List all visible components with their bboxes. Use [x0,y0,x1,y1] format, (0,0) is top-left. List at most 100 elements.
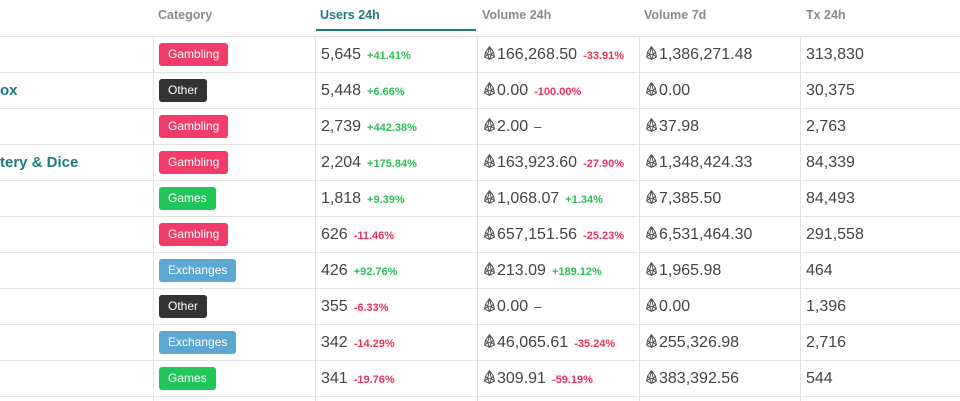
table-row[interactable]: tery & Dice Gambling 2,204 +175.84% 163,9… [0,145,960,181]
eos-icon [646,118,659,135]
users-24h-value: 5,645 [321,46,362,63]
tx-24h-value: 1,396 [806,298,847,315]
tx-24h-value: 2,716 [806,334,847,351]
column-header-volume-24h[interactable]: Volume 24h [482,8,552,22]
volume-7d-cell: 1,965.98 [646,253,721,288]
volume-7d-value: 1,348,424.33 [659,154,753,171]
volume-24h-cell: 657,151.56 -25.23% [484,217,624,252]
table-row[interactable]: Gambling 5,645 +41.41% 166,268.50 -33.91% … [0,37,960,73]
tx-24h-value: 2,763 [806,118,847,135]
column-header-volume-7d[interactable]: Volume 7d [644,8,707,22]
volume-7d-cell: 255,326.98 [646,325,739,360]
dapp-name-link[interactable]: ox [0,82,18,99]
users-24h-value: 355 [321,298,348,315]
column-header-users-24h[interactable]: Users 24h [320,8,380,22]
volume-24h-change: – [534,119,542,134]
category-badge[interactable]: Games [159,187,216,210]
volume-24h-change: -33.91% [583,50,625,62]
users-24h-cell: 355 -6.33% [321,289,389,324]
users-24h-value: 2,739 [321,118,362,135]
volume-7d-cell: 6,531,464.30 [646,217,752,252]
column-divider [153,36,154,401]
category-badge[interactable]: Exchanges [159,259,237,282]
dapp-name-link[interactable]: tery & Dice [0,154,79,171]
volume-7d-value: 7,385.50 [659,190,722,207]
users-24h-change: -14.29% [353,338,395,350]
volume-24h-cell: 2.00– [484,109,541,144]
users-24h-cell: 1,818 +9.39% [321,181,405,216]
eos-icon [484,334,497,351]
eos-icon [484,154,497,171]
table-row[interactable]: Gambling 2,739 +442.38% 2.00– 37.98 2,763 [0,109,960,145]
eos-icon [646,46,659,63]
users-24h-change: -6.33% [353,302,389,314]
volume-7d-cell: 7,385.50 [646,181,721,216]
table-header: Category Users 24h Volume 24h Volume 7d … [0,0,960,37]
eos-icon [646,190,659,207]
category-badge[interactable]: Other [159,295,208,318]
volume-24h-cell: 163,923.60 -27.90% [484,145,624,180]
volume-7d-value: 1,965.98 [659,262,722,279]
volume-7d-value: 383,392.56 [659,370,740,387]
users-24h-cell: 5,448 +6.66% [321,73,405,108]
tx-24h-value: 313,830 [806,46,864,63]
volume-7d-value: 255,326.98 [659,334,740,351]
volume-24h-value: 2.00 [497,118,529,135]
eos-icon [646,262,659,279]
sort-indicator [316,29,476,31]
table-row[interactable]: Games 1,818 +9.39% 1,068.07 +1.34% 7,385.5… [0,181,960,217]
volume-7d-cell: 1,348,424.33 [646,145,752,180]
category-badge[interactable]: Gambling [159,43,229,66]
users-24h-cell: 2,204 +175.84% [321,145,417,180]
column-header-tx-24h[interactable]: Tx 24h [806,8,846,22]
volume-24h-change: +1.34% [565,194,603,206]
eos-icon [646,370,659,387]
table-row[interactable]: Games 341 -19.76% 309.91 -59.19% 383,392.5… [0,361,960,397]
users-24h-change: -11.46% [353,230,395,242]
volume-7d-cell: 1,386,271.48 [646,37,752,72]
tx-24h-value: 84,493 [806,190,855,207]
table-row[interactable]: Other 355 -6.33% 0.00– 0.00 1,396 [0,289,960,325]
eos-icon [646,82,659,99]
users-24h-cell: 5,645 +41.41% [321,37,411,72]
volume-7d-cell: 37.98 [646,109,699,144]
volume-24h-cell: 213.09 +189.12% [484,253,602,288]
category-badge[interactable]: Gambling [159,151,229,174]
users-24h-value: 342 [321,334,348,351]
volume-24h-value: 163,923.60 [497,154,578,171]
volume-24h-value: 0.00 [497,82,529,99]
users-24h-change: +175.84% [367,158,417,170]
volume-24h-cell: 1,068.07 +1.34% [484,181,603,216]
category-badge[interactable]: Gambling [159,223,229,246]
category-badge[interactable]: Other [159,79,208,102]
eos-icon [646,298,659,315]
eos-icon [484,190,497,207]
volume-7d-cell: 0.00 [646,289,690,324]
eos-icon [484,46,497,63]
table-row[interactable]: ox Other 5,448 +6.66% 0.00 -100.00% 0.00 3… [0,73,960,109]
category-badge[interactable]: Exchanges [159,331,237,354]
users-24h-cell: 426 +92.76% [321,253,397,288]
users-24h-cell: 2,739 +442.38% [321,109,417,144]
table-row[interactable]: Exchanges 426 +92.76% 213.09 +189.12% 1,96… [0,253,960,289]
volume-7d-cell: 0.00 [646,73,690,108]
users-24h-change: +41.41% [367,50,411,62]
category-badge[interactable]: Games [159,367,216,390]
tx-24h-value: 544 [806,370,833,387]
tx-24h-value: 464 [806,262,833,279]
table-row[interactable]: Exchanges 342 -14.29% 46,065.61 -35.24% 25… [0,325,960,361]
eos-icon [484,82,497,99]
eos-icon [646,154,659,171]
eos-icon [484,298,497,315]
category-badge[interactable]: Gambling [159,115,229,138]
users-24h-value: 1,818 [321,190,362,207]
column-divider [315,36,316,401]
volume-24h-change: -59.19% [551,374,593,386]
tx-24h-value: 291,558 [806,226,864,243]
volume-7d-cell: 383,392.56 [646,361,739,396]
table-row[interactable]: Gambling 626 -11.46% 657,151.56 -25.23% 6,… [0,217,960,253]
volume-24h-value: 1,068.07 [497,190,560,207]
column-header-category[interactable]: Category [158,8,213,22]
tx-24h-value: 30,375 [806,82,855,99]
users-24h-change: +9.39% [367,194,405,206]
